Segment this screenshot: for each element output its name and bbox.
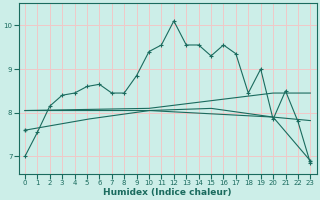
- X-axis label: Humidex (Indice chaleur): Humidex (Indice chaleur): [103, 188, 232, 197]
